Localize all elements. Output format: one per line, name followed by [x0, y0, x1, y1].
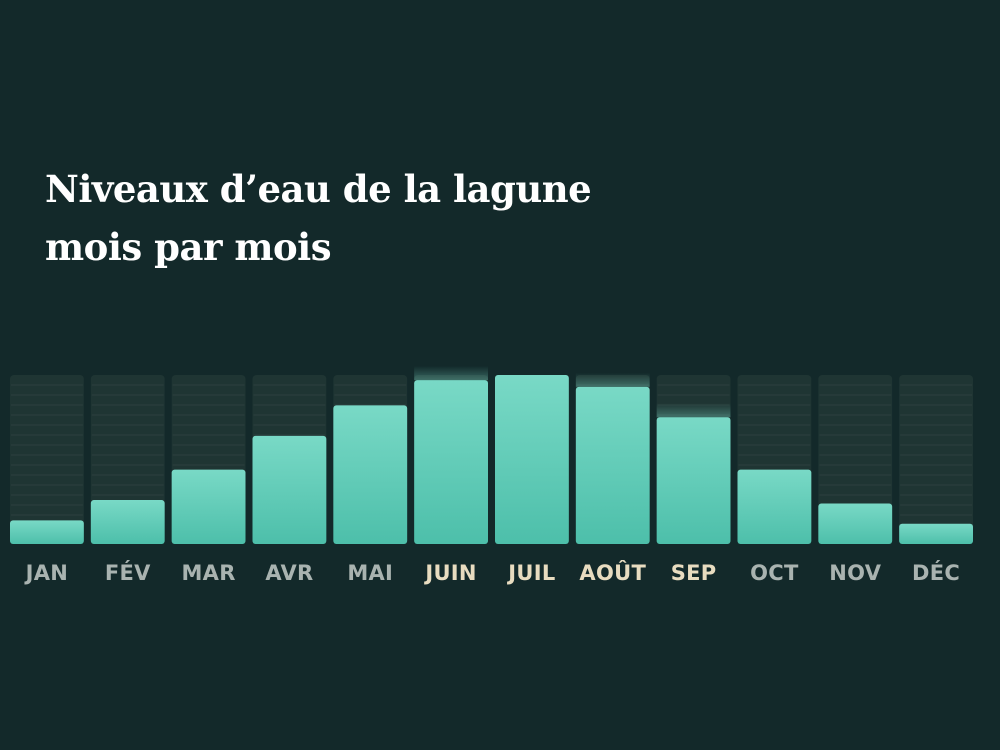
- tick-label-2: MAR: [181, 561, 235, 585]
- tick-label-10: NOV: [829, 561, 881, 585]
- tick-label-9: OCT: [750, 561, 799, 585]
- bar-6: [495, 375, 569, 544]
- bar-9: [737, 469, 812, 544]
- tick-label-8: SEP: [671, 561, 717, 585]
- bar-2: [171, 469, 246, 544]
- bar-glow-8: [656, 403, 731, 418]
- tick-labels: JAN FÉV MAR AVR MAI JUIN JUIL AOÛT SEP OCT NOV DÉC: [24, 560, 960, 585]
- bar-0: [10, 520, 84, 544]
- bar-glow-7: [575, 372, 650, 387]
- bar-7: [575, 386, 650, 544]
- tick-label-7: AOÛT: [579, 560, 646, 585]
- tick-label-5: JUIN: [423, 561, 476, 585]
- bar-8: [656, 417, 731, 544]
- track-0: [10, 375, 84, 544]
- tick-label-6: JUIL: [506, 561, 555, 585]
- bar-1: [90, 500, 165, 544]
- bar-10: [818, 503, 893, 544]
- track-10: [818, 375, 893, 544]
- bars: [10, 366, 973, 544]
- tick-label-0: JAN: [24, 561, 69, 585]
- tick-label-3: AVR: [265, 561, 313, 585]
- tick-label-4: MAI: [347, 561, 393, 585]
- bar-4: [333, 405, 408, 544]
- bar-5: [414, 380, 488, 544]
- tick-label-1: FÉV: [105, 560, 151, 585]
- bar-11: [899, 523, 973, 544]
- chart-title: Niveaux d’eau de la lagune mois par mois: [45, 167, 592, 269]
- bar-3: [252, 435, 327, 544]
- tick-label-11: DÉC: [912, 560, 960, 585]
- bar-glow-5: [414, 366, 488, 381]
- track-11: [899, 375, 973, 544]
